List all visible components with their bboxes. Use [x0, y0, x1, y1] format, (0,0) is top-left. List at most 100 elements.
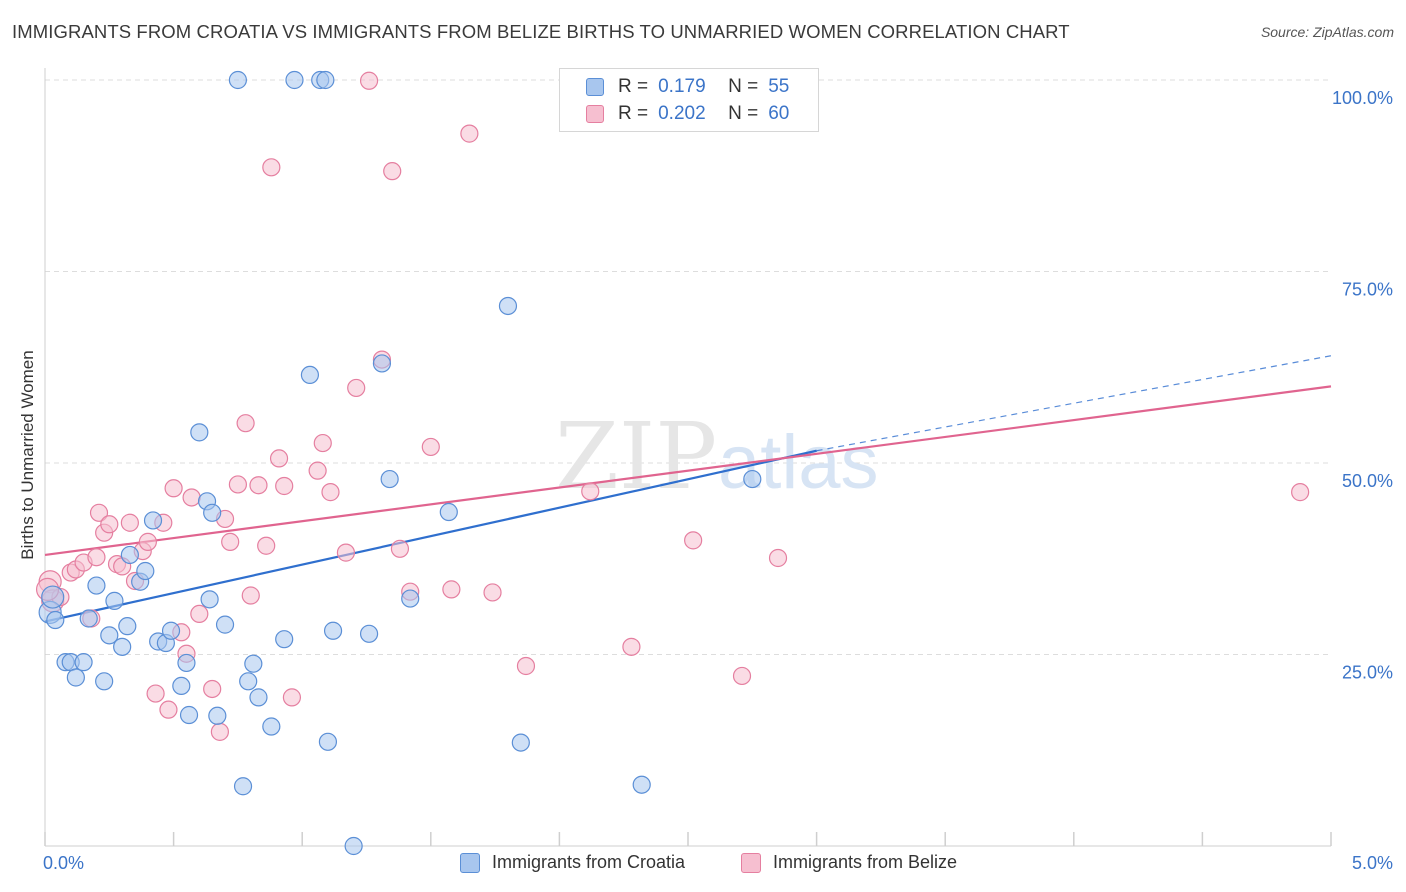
croatia-r-label: R =: [618, 76, 649, 97]
belize-point: [100, 515, 119, 534]
croatia-point: [113, 637, 132, 656]
belize-point: [516, 656, 536, 676]
belize-point: [347, 378, 366, 398]
belize-n-label: N =: [728, 103, 759, 124]
croatia-point: [41, 585, 65, 609]
belize-r-label: R =: [618, 103, 649, 124]
belize-point: [581, 482, 600, 501]
belize-point: [138, 532, 157, 551]
belize-point: [390, 539, 410, 558]
croatia-point: [262, 717, 281, 736]
croatia-point: [359, 624, 379, 643]
belize-point: [483, 583, 502, 602]
belize-point: [321, 483, 340, 502]
trend-layer: [44, 355, 1332, 623]
croatia-point: [275, 630, 294, 649]
bottom-legend-croatia: Immigrants from Croatia: [460, 852, 685, 873]
bottom-legend-belize: Immigrants from Belize: [741, 852, 957, 873]
croatia-point: [228, 70, 247, 90]
belize-point: [203, 679, 222, 699]
belize-point: [262, 158, 281, 177]
belize-point: [146, 684, 165, 703]
watermark: ZIP atlas: [555, 403, 879, 510]
belize-point: [282, 688, 302, 707]
belize-point: [442, 580, 461, 599]
belize-point: [336, 543, 356, 562]
belize-swatch: [586, 105, 604, 123]
croatia-point: [87, 576, 106, 595]
belize-point: [182, 488, 201, 507]
croatia-point: [190, 423, 209, 442]
croatia-point: [439, 502, 458, 522]
croatia-point: [380, 469, 399, 489]
belize-trend-line: [44, 385, 1332, 557]
belize-point: [684, 531, 703, 550]
y-tick-label: 50.0%: [1342, 471, 1393, 491]
croatia-point: [177, 653, 196, 673]
y-axis-label: Births to Unmarried Women: [18, 350, 37, 560]
belize-point: [241, 586, 260, 605]
croatia-point: [498, 296, 518, 316]
croatia-trend-line: [44, 449, 817, 623]
belize-point: [190, 604, 209, 624]
belize-point: [87, 548, 106, 567]
croatia-point: [118, 617, 137, 636]
y-tick-label: 75.0%: [1342, 280, 1393, 300]
croatia-n-label: N =: [728, 76, 759, 97]
croatia-point: [344, 836, 363, 856]
stats-legend: R = 0.179 N = 55 R = 0.202 N = 60: [559, 68, 819, 132]
belize-point: [460, 124, 479, 143]
croatia-point: [316, 70, 335, 90]
croatia-point: [66, 668, 85, 687]
croatia-point: [74, 653, 93, 672]
belize-legend-label: Immigrants from Belize: [773, 852, 958, 872]
croatia-point: [200, 590, 219, 609]
croatia-point: [172, 676, 191, 696]
belize-point: [1291, 483, 1310, 502]
croatia-swatch: [586, 78, 604, 96]
belize-point: [732, 666, 752, 686]
belize-point: [236, 414, 255, 433]
belize-point: [164, 479, 183, 498]
croatia-legend-swatch: [460, 852, 480, 873]
belize-legend-swatch: [741, 852, 761, 873]
belize-point: [421, 437, 440, 457]
croatia-point: [215, 615, 235, 634]
y-tick-label: 100.0%: [1332, 88, 1393, 108]
croatia-point: [372, 354, 392, 373]
axis-layer: 100.0% 75.0% 50.0% 25.0% 0.0% 5.0%: [43, 68, 1393, 873]
croatia-point: [249, 688, 268, 707]
belize-point: [249, 476, 268, 495]
croatia-point: [239, 672, 258, 691]
legend-row-croatia: R = 0.179 N = 55: [586, 74, 789, 100]
croatia-point: [318, 732, 338, 751]
belize-point: [275, 476, 294, 496]
x-tick-label: 0.0%: [43, 853, 84, 873]
belize-point: [308, 461, 327, 480]
croatia-point: [46, 610, 65, 630]
belize-point: [120, 513, 139, 532]
croatia-point: [105, 591, 124, 610]
belize-r-value: 0.202: [658, 103, 706, 124]
belize-point: [89, 503, 109, 522]
croatia-n-value: 55: [768, 76, 790, 97]
croatia-point: [244, 654, 263, 673]
croatia-point: [143, 511, 163, 530]
croatia-point: [208, 706, 227, 725]
croatia-point: [285, 70, 304, 90]
watermark-zip: ZIP: [555, 403, 717, 510]
croatia-point: [300, 365, 320, 385]
y-tick-label: 25.0%: [1342, 663, 1393, 683]
croatia-point: [136, 561, 155, 581]
legend-row-belize: R = 0.202 N = 60: [586, 101, 789, 127]
croatia-legend-label: Immigrants from Croatia: [492, 852, 686, 872]
belize-point: [210, 722, 229, 741]
croatia-point: [743, 469, 762, 489]
point-layer: [35, 70, 1310, 856]
croatia-point: [161, 621, 181, 640]
chart-source: Source: ZipAtlas.com: [1260, 24, 1394, 40]
x-tick-label: 5.0%: [1352, 853, 1393, 873]
belize-point: [622, 637, 641, 656]
belize-point: [269, 449, 289, 468]
belize-point: [159, 700, 178, 719]
